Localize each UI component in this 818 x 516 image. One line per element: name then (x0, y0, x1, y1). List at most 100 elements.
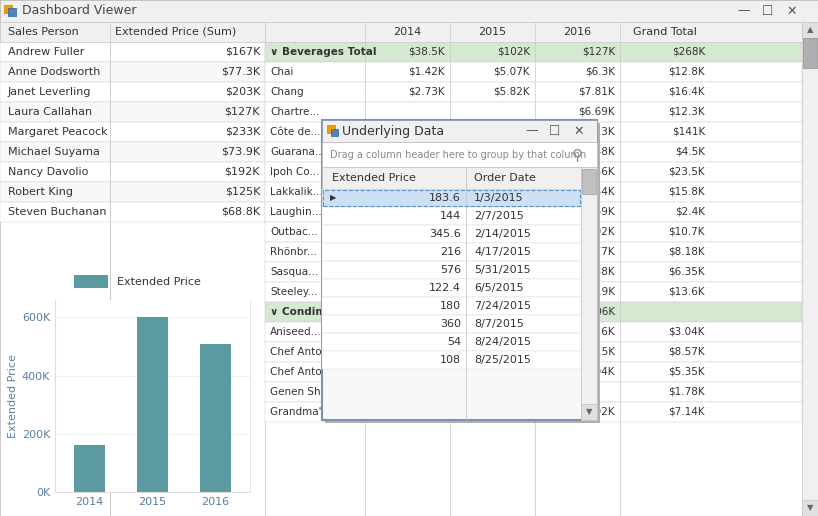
Bar (265, 282, 802, 302)
Bar (0, 122, 265, 142)
Bar (322, 207, 581, 225)
Text: ▶: ▶ (330, 194, 336, 202)
Text: 54: 54 (447, 337, 461, 347)
Bar (582, 169, 596, 194)
Text: $3.77K: $3.77K (578, 247, 615, 257)
Bar (0, 42, 265, 62)
Bar (322, 167, 581, 189)
Text: 8/7/2015: 8/7/2015 (474, 319, 524, 329)
Bar (581, 404, 597, 420)
Text: ⚲: ⚲ (572, 147, 582, 162)
Bar (265, 182, 802, 202)
Text: $127K: $127K (224, 107, 260, 117)
Bar (581, 167, 597, 420)
Bar (322, 142, 597, 167)
Bar (322, 189, 581, 207)
Text: $1.5K: $1.5K (585, 347, 615, 357)
Text: 108: 108 (440, 355, 461, 365)
Text: ✕: ✕ (787, 5, 798, 18)
Text: 180: 180 (440, 301, 461, 311)
Text: $7.14K: $7.14K (668, 407, 705, 417)
Text: 183.6: 183.6 (429, 193, 461, 203)
Text: $7.81K: $7.81K (578, 87, 615, 97)
Bar (0, 0, 818, 22)
Text: ▼: ▼ (807, 504, 813, 512)
Text: $12.8K: $12.8K (668, 67, 705, 77)
Text: $3.38K: $3.38K (578, 267, 615, 277)
Text: $167K: $167K (225, 47, 260, 57)
Text: $203K: $203K (225, 87, 260, 97)
Text: $12.3K: $12.3K (668, 107, 705, 117)
Text: Laughin...: Laughin... (270, 207, 321, 217)
Bar (0, 162, 265, 182)
Text: $71.3K: $71.3K (578, 127, 615, 137)
Text: Sales Person: Sales Person (8, 27, 79, 37)
Bar (0, 182, 265, 202)
Text: $15.8K: $15.8K (668, 187, 705, 197)
Text: $73.9K: $73.9K (221, 147, 260, 157)
Bar (265, 142, 802, 162)
Text: Drag a column header here to group by that column: Drag a column header here to group by th… (330, 150, 587, 159)
Text: $8.57K: $8.57K (668, 347, 705, 357)
Text: 7/24/2015: 7/24/2015 (474, 301, 531, 311)
Bar (803, 38, 817, 68)
Text: $233K: $233K (225, 127, 260, 137)
Text: $1.78K: $1.78K (668, 387, 705, 397)
Text: Order Date: Order Date (474, 173, 536, 183)
Text: Michael Suyama: Michael Suyama (8, 147, 100, 157)
Bar (265, 402, 802, 422)
Text: 2015: 2015 (479, 27, 506, 37)
Text: $106K: $106K (582, 307, 615, 317)
Bar (322, 315, 581, 333)
Text: $8.18K: $8.18K (668, 247, 705, 257)
Text: $1.42K: $1.42K (408, 67, 445, 77)
Text: Sasqua...: Sasqua... (270, 267, 318, 277)
Bar (265, 362, 802, 382)
Text: Margaret Peacock: Margaret Peacock (8, 127, 108, 137)
Bar (265, 222, 802, 242)
Text: 1/3/2015: 1/3/2015 (474, 193, 524, 203)
Text: Chartre...: Chartre... (270, 107, 320, 117)
Text: 144: 144 (440, 211, 461, 221)
Text: 2/14/2015: 2/14/2015 (474, 229, 531, 239)
Text: Extended Price (Sum): Extended Price (Sum) (115, 27, 236, 37)
Bar (137, 317, 169, 492)
Bar (265, 342, 802, 362)
Bar (0, 102, 265, 122)
Bar (265, 62, 802, 82)
Text: —: — (526, 124, 538, 137)
Text: $2.73K: $2.73K (408, 87, 445, 97)
Text: $23.5K: $23.5K (668, 167, 705, 177)
Text: Andrew Fuller: Andrew Fuller (8, 47, 84, 57)
Bar (55, 300, 250, 492)
Text: $268K: $268K (672, 47, 705, 57)
Text: $5.82K: $5.82K (493, 87, 530, 97)
Text: Rhönbr...: Rhönbr... (270, 247, 317, 257)
Text: $2.48K: $2.48K (578, 147, 615, 157)
Text: 216: 216 (440, 247, 461, 257)
Text: $6.35K: $6.35K (668, 267, 705, 277)
Text: $3.92K: $3.92K (578, 407, 615, 417)
Text: 6/5/2015: 6/5/2015 (474, 283, 524, 293)
Text: 4/17/2015: 4/17/2015 (474, 247, 531, 257)
Text: $16.4K: $16.4K (668, 87, 705, 97)
Bar (265, 22, 802, 42)
Text: 8/25/2015: 8/25/2015 (474, 355, 531, 365)
Text: Anne Dodsworth: Anne Dodsworth (8, 67, 101, 77)
Text: Steven Buchanan: Steven Buchanan (8, 207, 106, 217)
Text: Lakkalik...: Lakkalik... (270, 187, 323, 197)
Bar (331, 129, 338, 136)
Text: —: — (738, 5, 750, 18)
Text: $5.21K: $5.21K (493, 347, 530, 357)
Bar (322, 279, 581, 297)
Text: 2014: 2014 (393, 27, 421, 37)
Text: $4.9K: $4.9K (585, 287, 615, 297)
Text: $6.69K: $6.69K (578, 107, 615, 117)
Bar (265, 42, 802, 62)
Text: $1.49K: $1.49K (578, 207, 615, 217)
Bar (265, 122, 802, 142)
Text: $3.04K: $3.04K (578, 367, 615, 377)
Bar (322, 243, 581, 261)
Bar (322, 297, 581, 315)
Bar (200, 344, 231, 492)
